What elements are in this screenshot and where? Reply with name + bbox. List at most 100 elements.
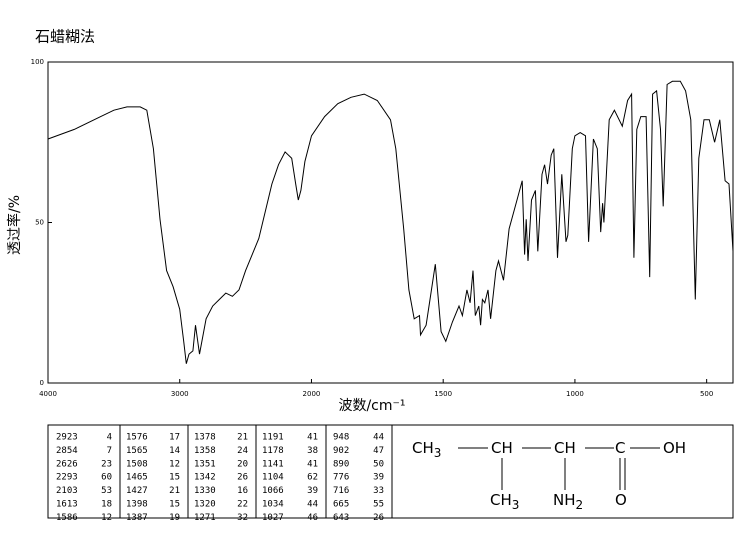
peak-wavenumber: 716 [333,486,349,496]
peak-wavenumber: 2293 [56,473,78,483]
atom-group: NH2 [553,491,583,512]
peak-wavenumber: 1387 [126,513,148,523]
peak-transmittance: 46 [307,513,318,523]
atom-subscript: 2 [576,498,584,512]
peak-transmittance: 26 [373,513,384,523]
peak-transmittance: 24 [237,446,248,456]
peak-wavenumber: 948 [333,433,349,443]
peak-transmittance: 50 [373,459,384,469]
peak-transmittance: 15 [169,500,180,510]
atom-subscript: 3 [512,498,520,512]
atom-group: CH [554,439,576,457]
peak-transmittance: 39 [307,486,318,496]
peak-transmittance: 12 [101,513,112,523]
x-axis-label: 波数/cm⁻¹ [338,398,405,414]
peak-transmittance: 32 [237,513,248,523]
peak-transmittance: 22 [237,500,248,510]
peak-transmittance: 44 [307,500,318,510]
peak-transmittance: 12 [169,459,180,469]
peak-transmittance: 21 [237,433,248,443]
atom-group: C [615,439,625,457]
peak-transmittance: 39 [373,473,384,483]
peak-transmittance: 44 [373,433,384,443]
peak-transmittance: 20 [237,459,248,469]
atom-text: CH [412,439,434,457]
atom-group: CH3 [412,439,441,460]
peak-wavenumber: 1342 [194,473,216,483]
peak-wavenumber: 1358 [194,446,216,456]
peak-transmittance: 47 [373,446,384,456]
peak-transmittance: 7 [107,446,112,456]
peak-wavenumber: 665 [333,500,349,510]
peak-wavenumber: 1465 [126,473,148,483]
peak-transmittance: 23 [101,459,112,469]
x-tick-label: 1000 [566,390,584,398]
x-tick-label: 3000 [171,390,189,398]
atom-text: OH [663,439,686,457]
peak-transmittance: 21 [169,486,180,496]
peak-wavenumber: 1191 [262,433,284,443]
peak-transmittance: 18 [101,500,112,510]
peak-wavenumber: 1378 [194,433,216,443]
y-axis-label: 透过率/% [6,195,23,255]
peak-transmittance: 26 [237,473,248,483]
peak-wavenumber: 1613 [56,500,78,510]
peak-transmittance: 41 [307,433,318,443]
peak-transmittance: 55 [373,500,384,510]
peak-transmittance: 19 [169,513,180,523]
spectrum-line [47,80,734,364]
atom-text: NH [553,491,576,509]
y-tick-label: 0 [40,379,44,387]
peak-transmittance: 38 [307,446,318,456]
atom-text: O [615,491,627,509]
peak-wavenumber: 2626 [56,459,78,469]
peak-wavenumber: 1351 [194,459,216,469]
peak-wavenumber: 1034 [262,500,284,510]
bonds [458,447,660,490]
peak-transmittance: 4 [107,433,112,443]
peak-transmittance: 60 [101,473,112,483]
peak-wavenumber: 1027 [262,513,284,523]
peak-wavenumber: 890 [333,459,349,469]
peak-transmittance: 62 [307,473,318,483]
peak-wavenumber: 1565 [126,446,148,456]
table-frame [47,424,734,519]
peak-wavenumber: 1427 [126,486,148,496]
peak-wavenumber: 1141 [262,459,284,469]
peak-wavenumber: 1271 [194,513,216,523]
x-tick-label: 4000 [39,390,57,398]
chart-title: 石蜡糊法 [35,28,95,46]
atom-group: O [615,491,627,509]
peak-wavenumber: 2923 [56,433,78,443]
x-tick-label: 2000 [303,390,321,398]
peak-transmittance: 53 [101,486,112,496]
peak-transmittance: 17 [169,433,180,443]
peak-transmittance: 15 [169,473,180,483]
peak-wavenumber: 1330 [194,486,216,496]
atom-text: CH [491,439,513,457]
atom-text: CH [490,491,512,509]
peak-wavenumber: 1586 [56,513,78,523]
peak-transmittance: 16 [237,486,248,496]
peak-wavenumber: 2103 [56,486,78,496]
peak-wavenumber: 1178 [262,446,284,456]
y-tick-label: 100 [31,58,44,66]
atom-group: CH [491,439,513,457]
y-tick-label: 50 [35,219,44,227]
peak-wavenumber: 2854 [56,446,78,456]
plot-frame [47,61,734,384]
peak-wavenumber: 776 [333,473,349,483]
atom-text: C [615,439,625,457]
peak-wavenumber: 1576 [126,433,148,443]
peak-wavenumber: 1104 [262,473,284,483]
x-tick-label: 1500 [434,390,452,398]
atom-subscript: 3 [434,446,442,460]
peak-wavenumber: 643 [333,513,349,523]
peak-wavenumber: 902 [333,446,349,456]
peak-transmittance: 14 [169,446,180,456]
atom-group: OH [663,439,686,457]
table-dividers [119,425,393,518]
peak-wavenumber: 1508 [126,459,148,469]
peak-transmittance: 33 [373,486,384,496]
